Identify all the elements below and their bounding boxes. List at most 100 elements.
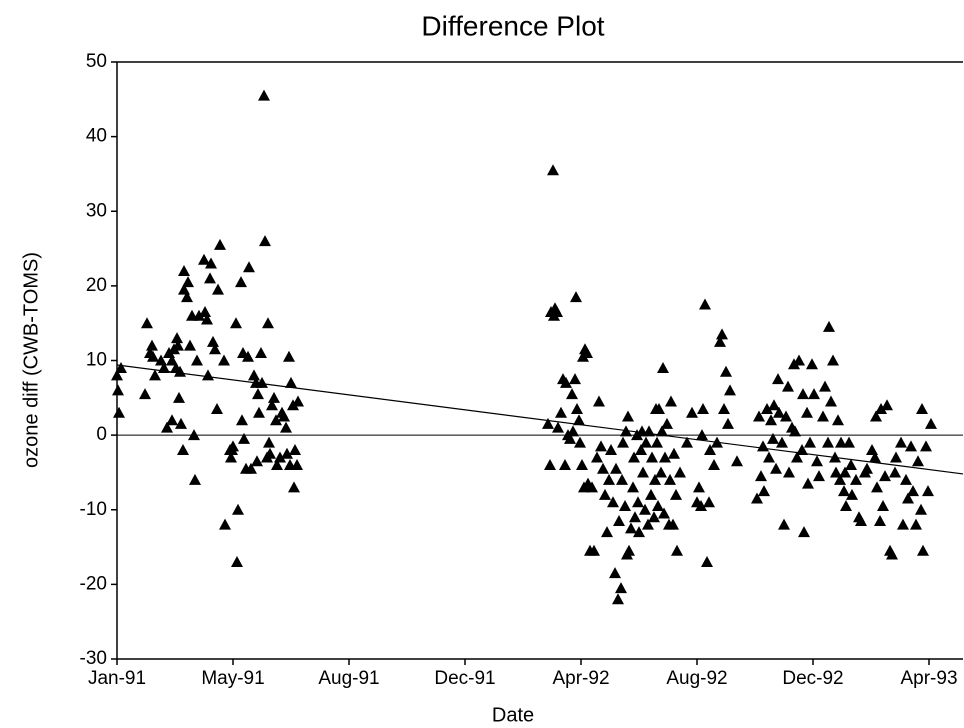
point	[768, 399, 780, 411]
point	[907, 485, 919, 497]
point	[564, 432, 576, 444]
point	[178, 264, 190, 276]
y-tick-label: 30	[86, 200, 107, 221]
point	[193, 309, 205, 321]
point	[552, 421, 564, 433]
point	[147, 350, 159, 362]
point	[227, 440, 239, 452]
point	[574, 436, 586, 448]
point	[184, 339, 196, 351]
point	[219, 518, 231, 530]
point	[889, 466, 901, 478]
point	[763, 451, 775, 463]
point	[813, 470, 825, 482]
point	[808, 388, 820, 400]
point	[569, 373, 581, 385]
x-tick-label: Aug-91	[318, 668, 379, 689]
point	[804, 436, 816, 448]
point	[633, 526, 645, 538]
y-tick-label: 50	[86, 51, 107, 72]
point	[835, 436, 847, 448]
point	[547, 164, 559, 176]
point	[850, 473, 862, 485]
point	[755, 470, 767, 482]
point	[869, 451, 881, 463]
point	[822, 436, 834, 448]
point	[573, 414, 585, 426]
point	[653, 403, 665, 415]
point	[916, 403, 928, 415]
point	[761, 403, 773, 415]
point	[591, 451, 603, 463]
point	[731, 455, 743, 467]
x-axis-title: Date	[492, 704, 534, 726]
point	[268, 391, 280, 403]
point	[791, 451, 803, 463]
point	[665, 395, 677, 407]
point	[801, 406, 813, 418]
point	[866, 444, 878, 456]
point	[910, 518, 922, 530]
point	[773, 406, 785, 418]
point	[252, 388, 264, 400]
point	[819, 380, 831, 392]
point	[542, 417, 554, 429]
point	[172, 339, 184, 351]
point	[806, 358, 818, 370]
y-tick-label: 40	[86, 126, 107, 147]
point	[281, 447, 293, 459]
point	[797, 388, 809, 400]
point	[613, 514, 625, 526]
point	[205, 257, 217, 269]
point	[113, 406, 125, 418]
point	[593, 395, 605, 407]
point	[693, 481, 705, 493]
point	[886, 548, 898, 560]
point	[879, 470, 891, 482]
point	[881, 399, 893, 411]
point	[612, 593, 624, 605]
point	[661, 417, 673, 429]
point	[291, 458, 303, 470]
point	[920, 440, 932, 452]
point	[271, 458, 283, 470]
point	[181, 291, 193, 303]
point	[619, 500, 631, 512]
point	[218, 354, 230, 366]
point	[627, 481, 639, 493]
point	[695, 500, 707, 512]
point	[256, 376, 268, 388]
point	[635, 444, 647, 456]
x-tick-label: Apr-92	[552, 668, 609, 689]
point	[566, 388, 578, 400]
point	[776, 436, 788, 448]
point	[825, 395, 837, 407]
point	[758, 485, 770, 497]
point	[724, 384, 736, 396]
point	[830, 466, 842, 478]
x-tick-label: Dec-91	[434, 668, 495, 689]
point	[173, 391, 185, 403]
point	[166, 414, 178, 426]
point	[699, 298, 711, 310]
point	[722, 417, 734, 429]
point	[789, 425, 801, 437]
point	[605, 444, 617, 456]
point	[708, 458, 720, 470]
point	[171, 332, 183, 344]
point	[607, 496, 619, 508]
point	[212, 283, 224, 295]
point	[560, 376, 572, 388]
point	[258, 89, 270, 101]
point	[243, 261, 255, 273]
point	[551, 305, 563, 317]
point	[625, 522, 637, 534]
point	[588, 544, 600, 556]
point	[671, 544, 683, 556]
point	[640, 436, 652, 448]
point	[188, 429, 200, 441]
point	[905, 440, 917, 452]
point	[667, 518, 679, 530]
point	[253, 406, 265, 418]
